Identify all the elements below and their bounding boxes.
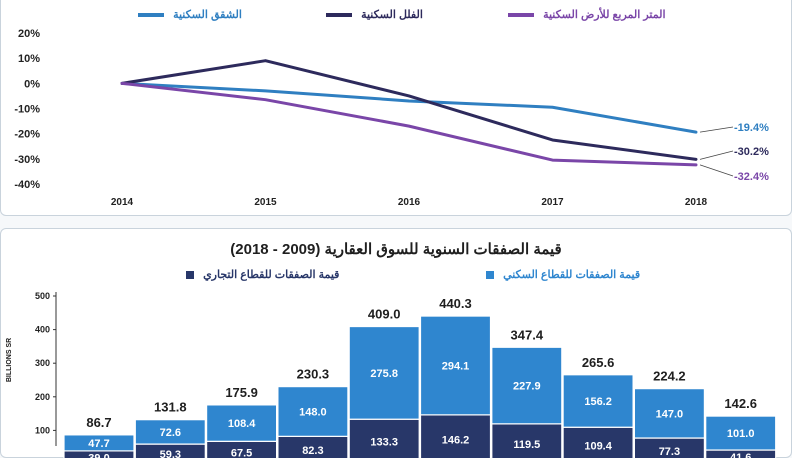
y-tick-label: 400 [35, 325, 50, 335]
bar-segment-residential [491, 346, 563, 425]
y-tick-label: -40% [14, 179, 40, 191]
x-tick-label: 2015 [254, 197, 277, 208]
series-line-2 [120, 81, 698, 167]
bar-value-label: 147.0 [656, 408, 684, 420]
y-tick-label: 20% [18, 28, 40, 40]
bar-total-label: 440.3 [439, 296, 472, 311]
y-axis-label: BILLIONS SR [6, 338, 13, 382]
series-line-0 [120, 81, 698, 134]
bar-value-label: 275.8 [370, 368, 398, 380]
legend-item-villas: الفلل السكنية [326, 8, 423, 21]
bar-chart-title: قيمة الصفقات السنوية للسوق العقارية (200… [230, 241, 562, 258]
bar-segment-residential [633, 388, 706, 439]
legend-swatch-commercial [186, 271, 194, 280]
bar-segment-residential [705, 415, 777, 451]
legend-swatch-residential [486, 271, 494, 280]
bar-total-label: 230.3 [297, 367, 330, 382]
y-tick-label: -30% [14, 154, 40, 166]
bar-total-label: 131.8 [154, 400, 187, 415]
y-tick-label: 200 [35, 392, 50, 402]
end-label: -32.4% [734, 171, 769, 183]
bar-value-label: 47.7 [88, 438, 109, 450]
legend-swatch-land [508, 13, 534, 18]
bar-value-label: 227.9 [513, 381, 541, 393]
bar-segment-residential [348, 325, 420, 420]
bar-segment-residential [206, 404, 278, 442]
x-tick-label: 2014 [111, 197, 134, 208]
bar-total-label: 224.2 [653, 369, 686, 384]
bar-value-label: 108.4 [228, 418, 256, 430]
legend-label-villas: الفلل السكنية [361, 9, 423, 21]
bar-chart: 500 400 300 200 100 BILLIONS SR 39.0 47.7 86.7 59… [6, 291, 777, 458]
bar-value-label: 146.2 [442, 434, 470, 446]
bar-value-label: 41.6 [730, 452, 751, 458]
legend-swatch-villas [326, 13, 352, 18]
bar-total-label: 409.0 [368, 307, 401, 322]
x-tick-label: 2017 [541, 197, 564, 208]
y-tick-label: 10% [18, 53, 40, 65]
y-tick-label: 100 [35, 425, 50, 435]
x-tick-label: 2016 [398, 197, 421, 208]
end-label: -19.4% [734, 122, 769, 134]
legend-item-commercial: قيمة الصفقات للقطاع التجاري [186, 268, 339, 281]
line-chart-panel [0, 0, 792, 216]
bar-segment-residential [419, 315, 492, 416]
end-label-leader [699, 150, 734, 160]
bar-value-label: 59.3 [160, 449, 181, 458]
bar-value-label: 119.5 [513, 439, 540, 451]
bar-total-label: 265.6 [582, 355, 615, 370]
bar-value-label: 82.3 [302, 445, 323, 457]
bar-value-label: 77.3 [659, 446, 680, 458]
y-tick-label: 300 [35, 358, 50, 368]
bar-total-label: 142.6 [724, 396, 757, 411]
bar-total-label: 175.9 [225, 385, 258, 400]
line-chart: 20% 10% 0% -10% -20% -30% -40% 2014 2015 2016 2017… [14, 28, 769, 208]
end-label: -30.2% [734, 146, 769, 158]
bar-value-label: 72.6 [160, 427, 181, 439]
legend-label-commercial: قيمة الصفقات للقطاع التجاري [203, 269, 340, 281]
legend-item-residential: قيمة الصفقات للقطاع السكني [486, 268, 640, 281]
bar-value-label: 133.3 [370, 437, 398, 449]
end-label-leader [699, 126, 734, 133]
y-tick-label: 500 [35, 291, 50, 301]
bar-value-label: 148.0 [299, 406, 327, 418]
bar-value-label: 67.5 [231, 448, 252, 458]
bar-value-label: 101.0 [727, 428, 755, 440]
bar-value-label: 156.2 [584, 396, 612, 408]
bar-segment-residential [562, 374, 634, 428]
legend-item-land: المتر المربع للأرض السكنية [508, 8, 666, 21]
bar-segment-residential [277, 386, 349, 437]
bar-segment-residential [134, 419, 206, 445]
bar-total-label: 347.4 [511, 327, 544, 342]
y-tick-label: -10% [14, 104, 40, 116]
legend-swatch-apartments [138, 13, 164, 18]
bar-total-label: 86.7 [86, 415, 111, 430]
legend-label-apartments: الشقق السكنية [173, 9, 242, 21]
series-line-1 [120, 59, 698, 161]
bar-value-label: 294.1 [442, 360, 470, 372]
legend-item-apartments: الشقق السكنية [138, 8, 242, 21]
y-tick-label: 0% [24, 78, 40, 90]
bar-value-label: 39.0 [88, 452, 109, 458]
legend-label-residential: قيمة الصفقات للقطاع السكني [503, 269, 641, 281]
x-tick-label: 2018 [685, 197, 708, 208]
y-tick-label: -20% [14, 129, 40, 141]
bar-value-label: 109.4 [584, 441, 612, 453]
end-label-leader [699, 164, 734, 177]
legend-label-land: المتر المربع للأرض السكنية [543, 9, 666, 21]
